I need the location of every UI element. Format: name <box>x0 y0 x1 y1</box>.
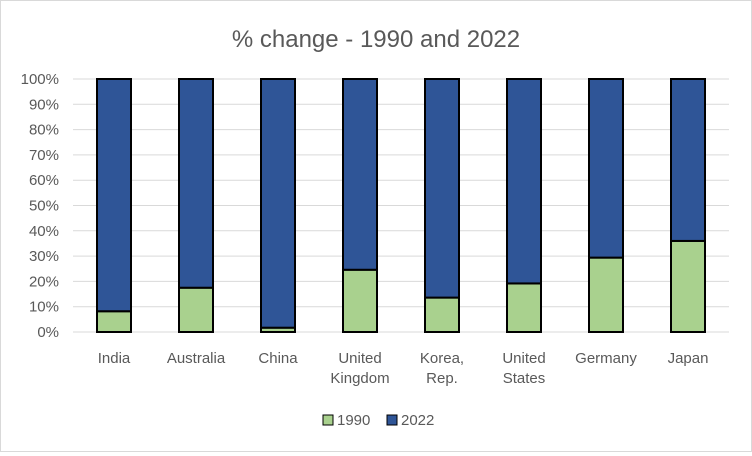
y-tick-label: 0% <box>37 324 59 341</box>
y-tick-label: 20% <box>29 273 59 290</box>
x-tick-label: China <box>258 350 298 367</box>
y-tick-label: 30% <box>29 248 59 265</box>
bar-1990 <box>670 239 706 333</box>
bar-2022 <box>506 78 542 285</box>
bar-1990 <box>588 256 624 334</box>
y-tick-label: 70% <box>29 147 59 164</box>
legend-label: 1990 <box>337 412 370 429</box>
x-tick-label: Japan <box>668 350 709 367</box>
y-tick-label: 90% <box>29 96 59 113</box>
bar-1990 <box>506 282 542 334</box>
bar-1990 <box>342 268 378 333</box>
x-tick-label: United <box>502 350 545 367</box>
bar-1990 <box>96 310 132 333</box>
bar-2022 <box>670 78 706 242</box>
x-tick-label: Germany <box>575 350 637 367</box>
y-tick-label: 80% <box>29 122 59 139</box>
y-tick-label: 100% <box>21 71 59 88</box>
y-tick-label: 50% <box>29 198 59 215</box>
y-tick-label: 40% <box>29 223 59 240</box>
bar-1990 <box>424 296 460 334</box>
bar-2022 <box>342 78 378 271</box>
legend-swatch <box>386 414 398 426</box>
x-tick-label: Kingdom <box>330 370 389 387</box>
x-tick-label: India <box>98 350 131 367</box>
x-tick-label: Australia <box>167 350 226 367</box>
chart-title: % change - 1990 and 2022 <box>232 26 520 53</box>
x-tick-label: United <box>338 350 381 367</box>
bar-2022 <box>96 78 132 313</box>
bar-2022 <box>424 78 460 299</box>
x-tick-label: Korea, <box>420 350 464 367</box>
x-tick-label: Rep. <box>426 370 458 387</box>
bar-2022 <box>588 78 624 259</box>
bar-2022 <box>178 78 214 289</box>
y-tick-label: 60% <box>29 172 59 189</box>
y-tick-label: 10% <box>29 299 59 316</box>
x-tick-label: States <box>503 370 546 387</box>
bar-1990 <box>178 286 214 334</box>
legend-label: 2022 <box>401 412 434 429</box>
legend-swatch <box>322 414 334 426</box>
bar-2022 <box>260 78 296 329</box>
